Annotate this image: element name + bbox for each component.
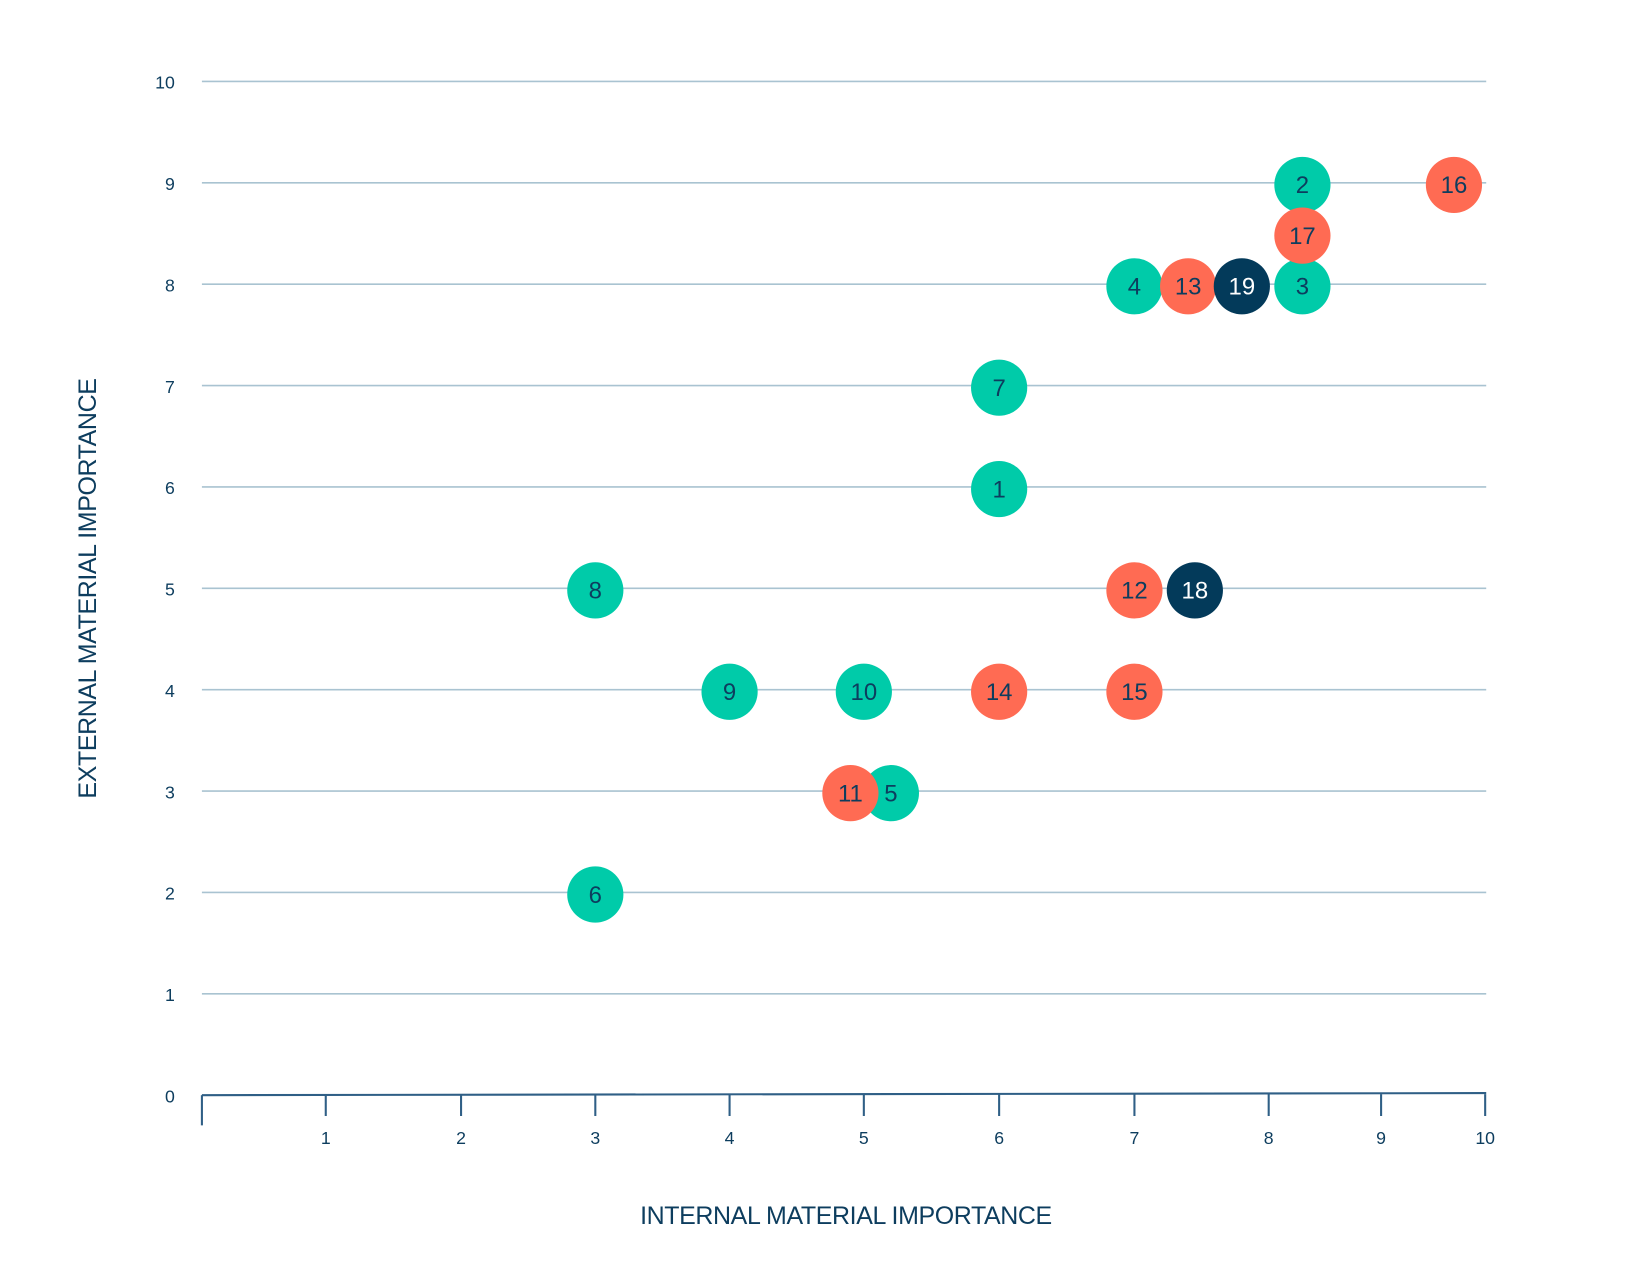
x-tick-labels: 1 2 3 4 5 6 7 8 9 10 <box>321 1128 1495 1148</box>
data-point-19: 19 <box>1213 258 1270 315</box>
data-point-10: 10 <box>835 663 892 720</box>
bubble-navy <box>1166 562 1223 619</box>
y-tick-label: 2 <box>165 884 175 904</box>
y-tick-label: 8 <box>165 276 175 296</box>
data-point-8: 8 <box>567 562 624 619</box>
bubble-label: 15 <box>1121 679 1148 706</box>
bubble-label: 6 <box>589 882 602 909</box>
bubble-teal <box>567 866 624 923</box>
bubble-label: 4 <box>1128 274 1141 301</box>
bubble-navy <box>1213 258 1270 315</box>
x-tick-label: 8 <box>1264 1128 1274 1148</box>
x-tick-label: 9 <box>1376 1128 1386 1148</box>
gridlines <box>201 80 1487 995</box>
bubble-teal <box>701 663 758 720</box>
y-tick-label: 7 <box>165 377 175 397</box>
y-tick-label: 1 <box>165 985 175 1005</box>
data-point-17: 17 <box>1274 207 1331 264</box>
x-tick-label: 6 <box>994 1128 1004 1148</box>
bubble-label: 9 <box>723 679 736 706</box>
x-tick-label: 5 <box>859 1128 869 1148</box>
x-axis-label: INTERNAL MATERIAL IMPORTANCE <box>640 1202 1052 1230</box>
y-tick-labels: 0 1 2 3 4 5 6 7 8 9 10 <box>155 73 175 1107</box>
data-point-18: 18 <box>1166 562 1223 619</box>
data-point-13: 13 <box>1160 258 1217 315</box>
data-point-1: 1 <box>971 460 1028 518</box>
x-tick-label: 3 <box>590 1128 600 1148</box>
data-point-6: 6 <box>567 866 624 923</box>
bubble-coral <box>1425 156 1483 214</box>
bubble-label: 16 <box>1441 172 1468 199</box>
bubble-label: 11 <box>838 780 863 807</box>
bubble-label: 8 <box>589 578 602 605</box>
bubble-teal <box>1274 258 1331 315</box>
bubble-label: 10 <box>851 679 878 706</box>
bubble-teal <box>1274 156 1331 214</box>
y-tick-label: 3 <box>165 782 175 802</box>
bubble-label: 13 <box>1175 274 1202 301</box>
x-tick-label: 10 <box>1475 1128 1495 1148</box>
data-point-3: 3 <box>1274 258 1331 315</box>
bubble-coral <box>971 663 1028 720</box>
data-point-4: 4 <box>1106 258 1163 315</box>
x-tick-label: 1 <box>321 1128 331 1148</box>
bubble-label: 2 <box>1296 172 1309 199</box>
bubble-label: 5 <box>884 780 897 807</box>
bubble-teal <box>971 460 1028 518</box>
bubble-teal <box>862 765 919 822</box>
bubble-teal <box>835 663 892 720</box>
y-tick-label: 0 <box>165 1086 175 1106</box>
y-tick-label: 6 <box>165 478 175 498</box>
bubble-label: 3 <box>1296 274 1309 301</box>
bubble-label: 19 <box>1229 274 1256 301</box>
bubble-label: 12 <box>1121 578 1148 605</box>
bubble-coral <box>1106 562 1163 619</box>
bubble-label: 7 <box>992 375 1005 402</box>
y-tick-label: 10 <box>155 73 175 93</box>
x-tick-label: 2 <box>456 1128 466 1148</box>
y-tick-label: 5 <box>165 580 175 600</box>
bubble-coral <box>1106 663 1163 720</box>
bubble-label: 18 <box>1182 578 1209 605</box>
data-point-5: 5 <box>862 765 919 822</box>
bubble-teal <box>1106 258 1163 315</box>
data-point-15: 15 <box>1106 663 1163 720</box>
bubble-coral <box>1160 258 1217 315</box>
y-tick-label: 4 <box>165 681 175 701</box>
data-point-16: 16 <box>1425 156 1483 214</box>
data-point-9: 9 <box>701 663 758 720</box>
y-tick-label: 9 <box>165 174 175 194</box>
bubble-teal <box>971 359 1028 416</box>
bubble-label: 14 <box>986 679 1013 706</box>
bubble-label: 17 <box>1289 223 1316 250</box>
bubble-label: 1 <box>992 476 1005 503</box>
data-point-11: 11 <box>822 765 879 822</box>
x-axis <box>200 1092 1487 1126</box>
x-tick-label: 7 <box>1130 1128 1140 1148</box>
data-point-7: 7 <box>971 359 1028 416</box>
x-tick-label: 4 <box>725 1128 735 1148</box>
x-axis-line <box>201 1092 1487 1097</box>
data-point-12: 12 <box>1106 562 1163 619</box>
data-point-14: 14 <box>971 663 1028 720</box>
y-axis-label: EXTERNAL MATERIAL IMPORTANCE <box>74 378 102 798</box>
bubble-coral <box>1274 207 1331 264</box>
bubble-coral <box>822 765 879 822</box>
data-point-2: 2 <box>1274 156 1331 214</box>
bubble-teal <box>567 562 624 619</box>
